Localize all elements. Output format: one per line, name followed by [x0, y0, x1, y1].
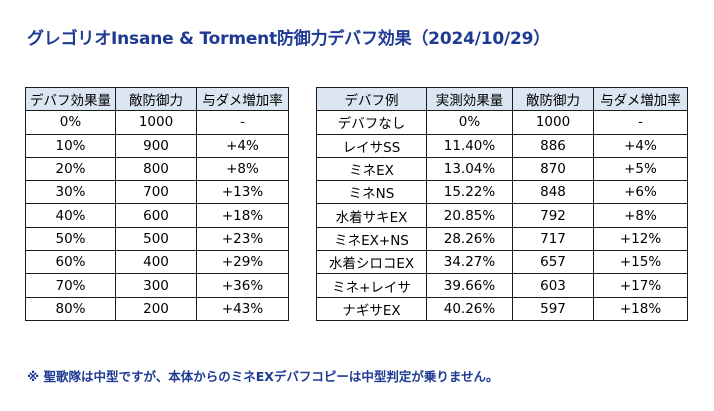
table-row: 30% 700 +13%	[25, 180, 289, 205]
table-row: 70% 300 +36%	[25, 273, 289, 298]
table-cell: 792	[512, 203, 594, 228]
page-title: グレゴリオInsane & Torment防御力デバフ効果（2024/10/29…	[27, 29, 551, 49]
table-cell: 200	[115, 296, 197, 321]
table-cell: +13%	[196, 180, 289, 205]
table-cell: 657	[512, 250, 594, 275]
table-cell: 70%	[25, 273, 116, 298]
table-cell: 0%	[25, 110, 116, 135]
table-cell: 20.85%	[426, 203, 513, 228]
table-cell: 34.27%	[426, 250, 513, 275]
table-cell: 60%	[25, 250, 116, 275]
debuff-effect-table: デバフ効果量 敵防御力 与ダメ増加率 0% 1000- 10% 900 +4% 20%…	[25, 86, 289, 321]
table-cell: 40.26%	[426, 296, 513, 321]
table-cell: 水着サキEX	[316, 203, 427, 228]
table-cell: ミネEX+NS	[316, 226, 427, 252]
table-cell: 10%	[25, 133, 116, 158]
table-cell: 50%	[25, 226, 116, 252]
debuff-example-table: デバフ例 実測効果量 敵防御力 与ダメ増加率 デバフなし 0% 1000- レイサS…	[316, 86, 688, 321]
table-row: 50% 500 +23%	[25, 226, 289, 252]
table-cell: 900	[115, 133, 197, 158]
table-cell: 886	[512, 133, 594, 158]
table-cell: 600	[115, 203, 197, 228]
table-cell: +12%	[593, 226, 688, 252]
table-cell: 1000	[115, 110, 197, 135]
table-row: レイサSS 11.40% 886 +4%	[316, 133, 688, 158]
table-row: 10% 900 +4%	[25, 133, 289, 158]
table-row: ミネ+レイサ 39.66% 603 +17%	[316, 273, 688, 298]
table-cell: 20%	[25, 156, 116, 182]
table-cell: -	[196, 110, 289, 135]
table-row: ミネEX 13.04% 870 +5%	[316, 156, 688, 182]
column-header: 与ダメ増加率	[196, 86, 289, 112]
table-row: ミネNS 15.22% 848 +6%	[316, 180, 688, 205]
table-cell: +6%	[593, 180, 688, 205]
column-header: デバフ例	[316, 86, 427, 112]
table-row: ナギサEX 40.26% 597 +18%	[316, 296, 688, 321]
table-cell: -	[593, 110, 688, 135]
table-cell: 300	[115, 273, 197, 298]
table-cell: +29%	[196, 250, 289, 275]
table-cell: 11.40%	[426, 133, 513, 158]
table-cell: +4%	[196, 133, 289, 158]
table-cell: +18%	[196, 203, 289, 228]
column-header: 与ダメ増加率	[593, 86, 688, 112]
table-cell: +43%	[196, 296, 289, 321]
table-cell: +4%	[593, 133, 688, 158]
table-row: 60% 400 +29%	[25, 250, 289, 275]
table-cell: デバフなし	[316, 110, 427, 135]
table-cell: +17%	[593, 273, 688, 298]
table-cell: +8%	[593, 203, 688, 228]
table-cell: +8%	[196, 156, 289, 182]
table-cell: 水着シロコEX	[316, 250, 427, 275]
table-cell: +36%	[196, 273, 289, 298]
column-header: 敵防御力	[115, 86, 197, 112]
column-header: 敵防御力	[512, 86, 594, 112]
table-row: 水着サキEX 20.85% 792 +8%	[316, 203, 688, 228]
table-cell: 0%	[426, 110, 513, 135]
table-cell: 597	[512, 296, 594, 321]
table-cell: +18%	[593, 296, 688, 321]
table-cell: +5%	[593, 156, 688, 182]
table-cell: 1000	[512, 110, 594, 135]
table-cell: +23%	[196, 226, 289, 252]
table-row: 水着シロコEX 34.27% 657 +15%	[316, 250, 688, 275]
table-row: 80% 200 +43%	[25, 296, 289, 321]
table-cell: ミネ+レイサ	[316, 273, 427, 298]
table-row: デバフなし 0% 1000-	[316, 110, 688, 135]
table-cell: ミネEX	[316, 156, 427, 182]
table-header-row: デバフ例 実測効果量 敵防御力 与ダメ増加率	[316, 86, 688, 112]
table-cell: 603	[512, 273, 594, 298]
table-cell: ミネNS	[316, 180, 427, 205]
table-cell: 800	[115, 156, 197, 182]
column-header: デバフ効果量	[25, 86, 116, 112]
table-row: ミネEX+NS 28.26% 717 +12%	[316, 226, 688, 252]
table-cell: 848	[512, 180, 594, 205]
table-header-row: デバフ効果量 敵防御力 与ダメ増加率	[25, 86, 289, 112]
table-cell: 13.04%	[426, 156, 513, 182]
table-row: 20% 800 +8%	[25, 156, 289, 182]
table-cell: 28.26%	[426, 226, 513, 252]
table-cell: 30%	[25, 180, 116, 205]
table-cell: 870	[512, 156, 594, 182]
table-cell: 400	[115, 250, 197, 275]
column-header: 実測効果量	[426, 86, 513, 112]
table-cell: +15%	[593, 250, 688, 275]
table-cell: 80%	[25, 296, 116, 321]
table-cell: 700	[115, 180, 197, 205]
table-cell: 40%	[25, 203, 116, 228]
table-row: 0% 1000-	[25, 110, 289, 135]
table-cell: 15.22%	[426, 180, 513, 205]
footnote: ※ 聖歌隊は中型ですが、本体からのミネEXデバフコピーは中型判定が乗りません。	[27, 369, 499, 384]
table-cell: レイサSS	[316, 133, 427, 158]
table-cell: 717	[512, 226, 594, 252]
table-cell: ナギサEX	[316, 296, 427, 321]
table-cell: 500	[115, 226, 197, 252]
table-cell: 39.66%	[426, 273, 513, 298]
table-row: 40% 600 +18%	[25, 203, 289, 228]
